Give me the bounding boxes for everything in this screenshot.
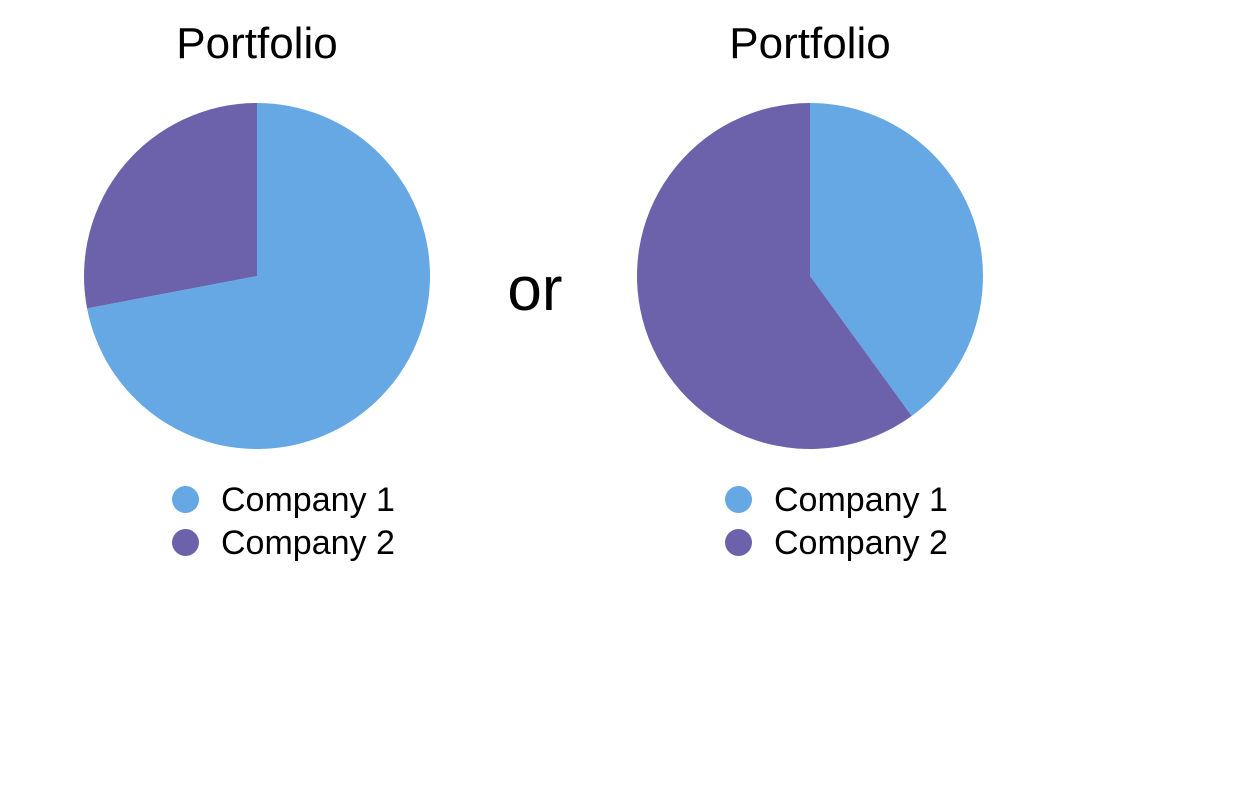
or-separator: or (507, 255, 563, 324)
pie-chart-left: Portfolio Company 1 Company 2 (67, 0, 447, 600)
legend-label: Company 1 (221, 480, 395, 519)
pie-chart-right: Portfolio Company 1 Company 2 (620, 0, 1000, 600)
legend-label: Company 1 (774, 480, 948, 519)
pie-slice-company-2 (636, 103, 912, 450)
legend-item: Company 2 (172, 521, 395, 564)
chart-legend: Company 1 Company 2 (172, 478, 395, 564)
pie-slice-company-2 (83, 103, 257, 309)
pie-slice-company-1 (87, 103, 430, 449)
legend-label: Company 2 (774, 523, 948, 562)
legend-item: Company 1 (172, 478, 395, 521)
legend-swatch-company-2 (725, 529, 752, 556)
pie-plot (636, 103, 983, 450)
legend-swatch-company-1 (725, 486, 752, 513)
chart-legend: Company 1 Company 2 (725, 478, 948, 564)
legend-swatch-company-2 (172, 529, 199, 556)
legend-item: Company 2 (725, 521, 948, 564)
chart-title: Portfolio (176, 19, 338, 68)
legend-label: Company 2 (221, 523, 395, 562)
legend-swatch-company-1 (172, 486, 199, 513)
chart-title: Portfolio (729, 19, 891, 68)
pie-plot (83, 103, 430, 449)
legend-item: Company 1 (725, 478, 948, 521)
pie-slice-company-1 (810, 103, 983, 416)
